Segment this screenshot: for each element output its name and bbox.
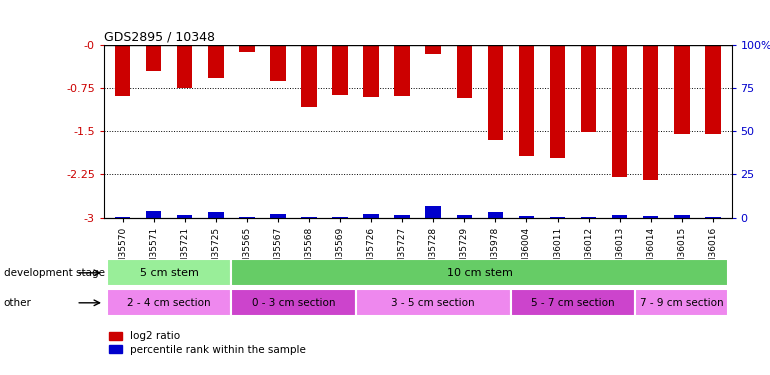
Bar [519, 45, 534, 156]
Bar [239, 45, 255, 53]
Bar [426, 45, 441, 54]
Bar [581, 45, 596, 132]
Bar [146, 211, 162, 217]
Bar [231, 260, 728, 286]
Bar [674, 215, 690, 217]
Bar [457, 214, 472, 217]
Bar [674, 45, 690, 134]
Bar [333, 45, 348, 95]
Bar [231, 290, 356, 316]
Bar [394, 215, 410, 217]
Bar [363, 45, 379, 97]
Bar [107, 290, 231, 316]
Bar [519, 216, 534, 217]
Bar [208, 212, 223, 217]
Bar [612, 215, 628, 217]
Text: 5 - 7 cm section: 5 - 7 cm section [531, 298, 615, 308]
Bar [705, 45, 721, 134]
Bar [643, 216, 658, 217]
Text: 3 - 5 cm section: 3 - 5 cm section [391, 298, 475, 308]
Bar [612, 45, 628, 177]
Bar [487, 212, 503, 217]
Bar [457, 45, 472, 98]
Text: 7 - 9 cm section: 7 - 9 cm section [640, 298, 724, 308]
Bar [426, 206, 441, 218]
Text: 2 - 4 cm section: 2 - 4 cm section [127, 298, 211, 308]
Bar [635, 290, 728, 316]
Text: 0 - 3 cm section: 0 - 3 cm section [252, 298, 335, 308]
Bar [270, 45, 286, 81]
Legend: log2 ratio, percentile rank within the sample: log2 ratio, percentile rank within the s… [109, 332, 306, 355]
Bar [177, 45, 192, 88]
Bar [208, 45, 223, 78]
Text: development stage: development stage [4, 268, 105, 278]
Bar [270, 214, 286, 217]
Text: 10 cm stem: 10 cm stem [447, 268, 513, 278]
Bar [394, 45, 410, 96]
Bar [550, 45, 565, 158]
Bar [177, 215, 192, 217]
Text: other: other [4, 298, 32, 308]
Bar [643, 45, 658, 180]
Text: 5 cm stem: 5 cm stem [139, 268, 199, 278]
Bar [301, 45, 316, 107]
Bar [146, 45, 162, 71]
Bar [363, 214, 379, 217]
Bar [115, 45, 130, 96]
Bar [487, 45, 503, 140]
Bar [511, 290, 635, 316]
Bar [107, 260, 231, 286]
Text: GDS2895 / 10348: GDS2895 / 10348 [104, 31, 215, 44]
Bar [356, 290, 511, 316]
